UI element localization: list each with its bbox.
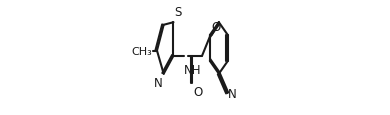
Text: CH₃: CH₃ bbox=[132, 46, 152, 56]
Text: O: O bbox=[211, 20, 220, 33]
Text: N: N bbox=[228, 88, 237, 100]
Text: S: S bbox=[174, 6, 181, 19]
Text: NH: NH bbox=[184, 63, 202, 76]
Text: O: O bbox=[193, 85, 202, 98]
Text: N: N bbox=[154, 77, 163, 90]
